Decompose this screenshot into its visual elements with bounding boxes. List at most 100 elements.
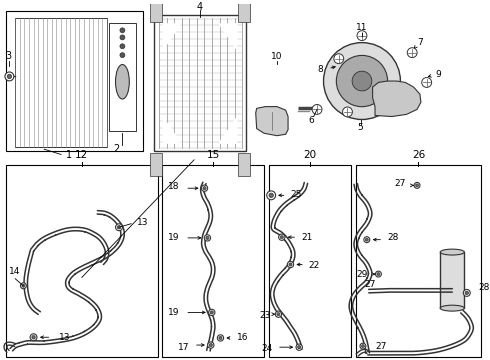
Polygon shape	[163, 116, 182, 144]
Circle shape	[116, 224, 122, 231]
Ellipse shape	[116, 64, 129, 99]
Circle shape	[352, 71, 372, 91]
Text: 21: 21	[301, 233, 313, 242]
Circle shape	[360, 343, 366, 349]
Circle shape	[377, 273, 380, 275]
Text: 27: 27	[375, 342, 387, 351]
Circle shape	[364, 237, 370, 243]
Text: 20: 20	[303, 149, 317, 159]
Circle shape	[366, 238, 368, 241]
Polygon shape	[372, 81, 421, 117]
Bar	[5, 11, 143, 151]
Bar	[356, 165, 481, 357]
Text: 5: 5	[358, 123, 364, 132]
Text: 24: 24	[261, 344, 272, 353]
Circle shape	[120, 28, 125, 33]
Circle shape	[414, 183, 420, 188]
Text: 17: 17	[177, 343, 189, 352]
Circle shape	[201, 185, 208, 192]
Circle shape	[120, 44, 125, 49]
Circle shape	[267, 191, 275, 200]
Text: 23: 23	[260, 311, 271, 320]
Circle shape	[21, 283, 26, 289]
Circle shape	[357, 31, 367, 41]
Bar	[109, 23, 136, 131]
Polygon shape	[154, 15, 246, 151]
Circle shape	[312, 104, 322, 114]
Polygon shape	[256, 107, 288, 136]
Text: 3: 3	[5, 51, 11, 61]
Bar	[238, 0, 250, 22]
Text: 10: 10	[271, 52, 283, 61]
Circle shape	[22, 284, 25, 287]
Circle shape	[323, 42, 400, 120]
Circle shape	[203, 186, 206, 190]
Circle shape	[275, 311, 282, 317]
Circle shape	[7, 74, 12, 78]
Text: 18: 18	[168, 182, 179, 191]
Text: 16: 16	[237, 333, 249, 342]
Circle shape	[30, 334, 37, 341]
Circle shape	[280, 235, 283, 239]
Circle shape	[296, 344, 302, 350]
Circle shape	[217, 335, 223, 341]
Polygon shape	[163, 23, 182, 51]
Circle shape	[407, 48, 417, 58]
Circle shape	[210, 311, 213, 314]
Text: 8: 8	[318, 65, 323, 74]
Text: 13: 13	[59, 333, 70, 342]
Text: 2: 2	[114, 144, 120, 154]
Text: 15: 15	[207, 149, 220, 159]
Polygon shape	[218, 23, 237, 51]
Text: 7: 7	[417, 37, 423, 46]
Circle shape	[416, 184, 418, 187]
Circle shape	[117, 225, 121, 229]
Circle shape	[206, 236, 209, 239]
Text: 14: 14	[8, 267, 20, 276]
Text: 22: 22	[309, 261, 320, 270]
Text: 12: 12	[75, 149, 89, 159]
Bar	[150, 153, 162, 176]
Circle shape	[32, 336, 35, 339]
Polygon shape	[218, 116, 237, 144]
Text: 27: 27	[394, 179, 405, 188]
Text: 27: 27	[364, 279, 375, 288]
Circle shape	[269, 193, 273, 198]
Text: 25: 25	[291, 190, 302, 199]
Circle shape	[279, 234, 285, 240]
Text: 11: 11	[356, 23, 368, 32]
Circle shape	[287, 261, 294, 267]
Circle shape	[422, 77, 432, 87]
Circle shape	[362, 345, 365, 348]
Text: 26: 26	[412, 149, 425, 159]
Circle shape	[5, 72, 14, 81]
Circle shape	[336, 55, 388, 107]
Text: 19: 19	[168, 308, 179, 317]
Text: 13: 13	[137, 218, 149, 227]
Text: 6: 6	[308, 116, 314, 125]
Circle shape	[209, 343, 212, 347]
Bar	[238, 153, 250, 176]
Bar	[440, 252, 465, 308]
Circle shape	[464, 289, 470, 296]
Text: 4: 4	[196, 2, 203, 12]
Ellipse shape	[440, 249, 465, 255]
Text: 19: 19	[168, 233, 179, 242]
Text: 28: 28	[478, 283, 489, 292]
Circle shape	[204, 235, 211, 241]
Text: 9: 9	[436, 70, 441, 79]
Text: 29: 29	[356, 270, 368, 279]
Circle shape	[375, 271, 381, 277]
Circle shape	[289, 263, 292, 266]
Circle shape	[297, 346, 301, 349]
Circle shape	[343, 107, 352, 117]
Text: 28: 28	[387, 233, 398, 242]
Circle shape	[465, 291, 468, 294]
Ellipse shape	[440, 305, 465, 311]
Bar	[163, 165, 264, 357]
Circle shape	[209, 309, 215, 316]
Bar	[269, 165, 351, 357]
Circle shape	[277, 312, 280, 316]
Circle shape	[334, 54, 343, 64]
Circle shape	[208, 342, 214, 348]
